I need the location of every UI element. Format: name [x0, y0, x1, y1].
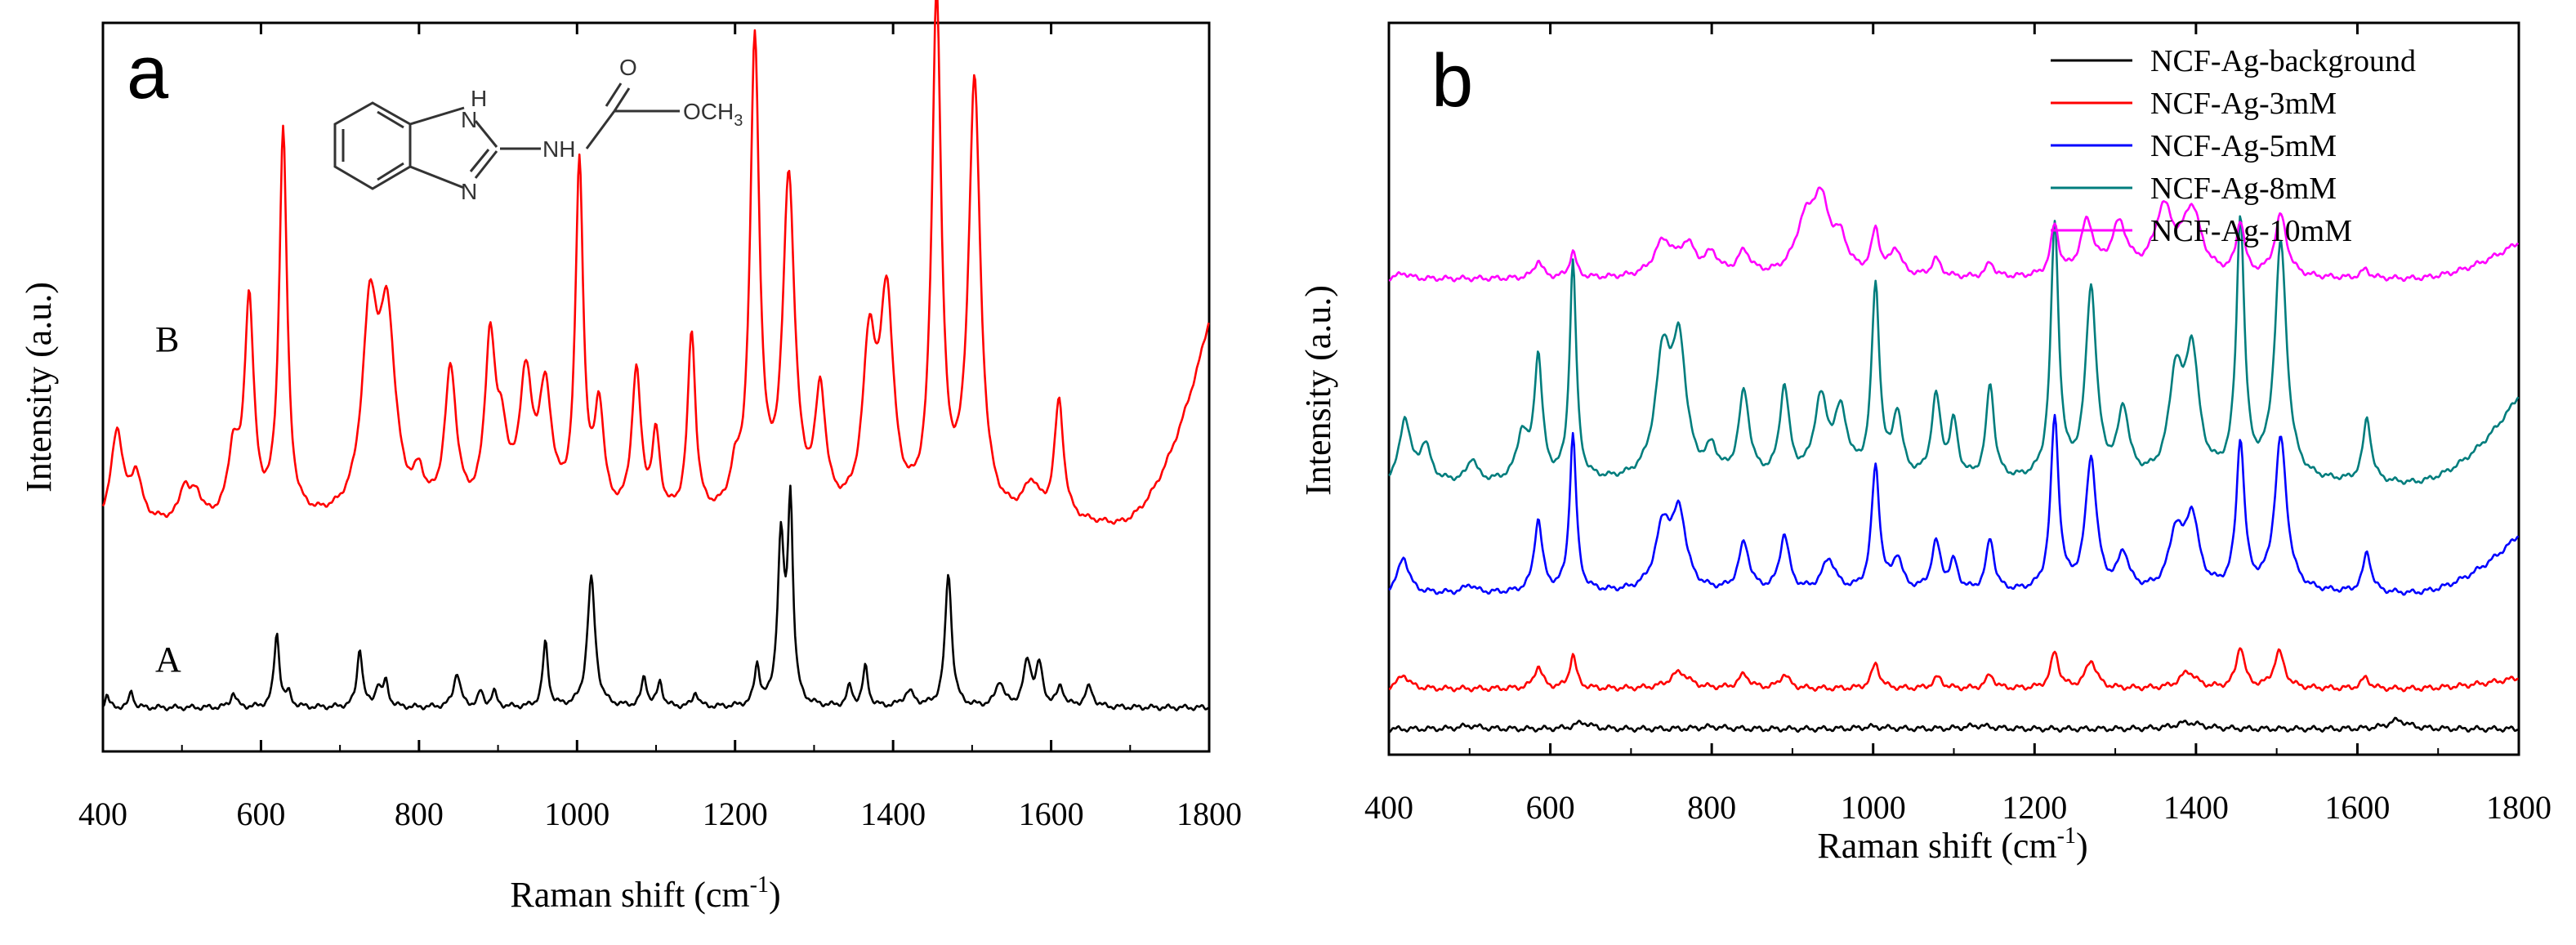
bond [409, 106, 465, 126]
series-line-b [101, 0, 1210, 525]
x-axis-label-close: ) [2076, 826, 2088, 866]
bond [409, 165, 465, 189]
panel-a-x-axis-label: Raman shift (cm-1) [510, 872, 780, 915]
atom-och3: OCH3 [683, 99, 743, 130]
chemical-structure [333, 82, 680, 190]
series-line-ncf-ag-background [1388, 716, 2519, 733]
x-axis-label-text: Raman shift (cm [510, 875, 749, 915]
panel-a-y-axis-label: Intensity (a.u.) [19, 282, 59, 493]
bond [585, 110, 616, 149]
benzene-double-bond [377, 162, 404, 181]
bond-double [605, 82, 623, 107]
x-tick-label: 400 [1364, 789, 1413, 826]
panel-b-series [1388, 186, 2520, 733]
x-tick-label: 800 [1687, 789, 1736, 826]
legend-label: NCF-Ag-3mM [2150, 87, 2337, 121]
panel-b: b 400 600 800 1000 1200 1400 1600 1800 NCF-Ag-b… [1298, 21, 2551, 866]
panel-a: a 400 600 800 1000 1200 1400 1600 1800 B A [19, 0, 1242, 915]
panel-a-frame [101, 21, 1211, 753]
structure-atoms: H N N NH O OCH3 [461, 55, 743, 204]
series-line-ncf-ag-5mm [1388, 413, 2520, 596]
x-tick-label: 1600 [1019, 796, 1084, 832]
panel-a-series [101, 0, 1210, 711]
x-axis-label-text: Raman shift (cm [1817, 826, 2056, 866]
panel-b-frame [1387, 21, 2520, 756]
benzene-double-bond [377, 110, 404, 129]
x-tick-label: 1800 [2486, 789, 2551, 826]
x-tick-label: 1200 [2002, 789, 2067, 826]
imidazole-ring [409, 106, 498, 189]
series-a-label: A [155, 640, 181, 680]
panel-b-x-ticks: 400 600 800 1000 1200 1400 1600 1800 [1364, 23, 2551, 826]
x-tick-label: 600 [236, 796, 285, 832]
x-axis-label-superscript: -1 [750, 872, 769, 898]
series-line-ncf-ag-3mm [1389, 647, 2519, 693]
x-tick-label: 400 [78, 796, 127, 832]
atom-h: H [471, 86, 487, 111]
x-tick-label: 1400 [860, 796, 926, 832]
legend-label: NCF-Ag-8mM [2150, 172, 2337, 206]
legend-label: NCF-Ag-10mM [2150, 214, 2352, 248]
panel-b-x-axis-label: Raman shift (cm-1) [1817, 823, 2087, 866]
x-tick-label: 1000 [544, 796, 609, 832]
x-axis-label-superscript: -1 [2057, 823, 2076, 849]
bond [474, 120, 498, 148]
x-tick-label: 1800 [1176, 796, 1242, 832]
x-tick-label: 600 [1526, 789, 1575, 826]
x-tick-label: 800 [395, 796, 444, 832]
bond [474, 150, 498, 179]
series-line-ncf-ag-8mm [1388, 215, 2520, 485]
benzene-hexagon [333, 101, 412, 190]
atom-och: OCH [683, 99, 734, 124]
atom-n: N [461, 179, 477, 204]
panel-a-x-ticks: 400 600 800 1000 1200 1400 1600 1800 [78, 23, 1242, 832]
x-tick-label: 1000 [1841, 789, 1906, 826]
legend-label: NCF-Ag-5mM [2150, 129, 2337, 163]
bond-double [469, 149, 490, 172]
x-tick-label: 1600 [2324, 789, 2390, 826]
x-tick-label: 1400 [2163, 789, 2229, 826]
atom-nh: NH [542, 136, 575, 162]
panel-b-y-axis-label: Intensity (a.u.) [1298, 285, 1338, 496]
series-line-a [101, 484, 1209, 711]
panel-b-legend: NCF-Ag-background NCF-Ag-3mM NCF-Ag-5mM NCF… [2051, 44, 2416, 248]
carbamate-group [500, 82, 680, 150]
atom-n: N [461, 107, 477, 132]
series-b-label: B [155, 319, 179, 359]
legend-label: NCF-Ag-background [2150, 44, 2416, 78]
panel-a-label: a [127, 31, 169, 114]
atom-subscript: 3 [734, 112, 743, 130]
atom-o: O [619, 55, 637, 80]
bond-double [613, 87, 631, 112]
x-axis-label-close: ) [769, 875, 781, 915]
benzene-ring [333, 101, 412, 190]
series-line-ncf-ag-10mm [1388, 186, 2520, 283]
panel-b-label: b [1431, 39, 1473, 123]
x-tick-label: 1200 [703, 796, 768, 832]
